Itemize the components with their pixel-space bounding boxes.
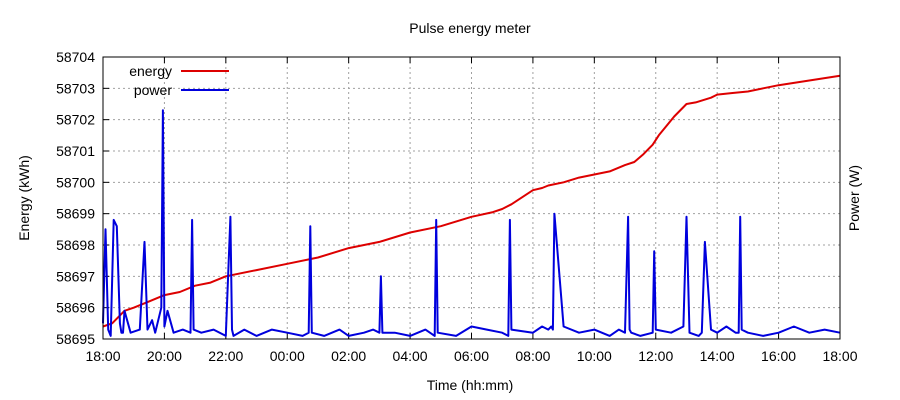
y-tick-label: 58699 xyxy=(56,206,95,222)
x-tick-label: 12:00 xyxy=(638,348,673,364)
x-tick-label: 20:00 xyxy=(147,348,182,364)
x-tick-label: 04:00 xyxy=(393,348,428,364)
x-tick-label: 14:00 xyxy=(700,348,735,364)
x-tick-label: 10:00 xyxy=(577,348,612,364)
x-tick-label: 18:00 xyxy=(822,348,857,364)
x-tick-label: 18:00 xyxy=(85,348,120,364)
series-line-power xyxy=(102,109,841,337)
x-tick-label: 22:00 xyxy=(208,348,243,364)
y-tick-label: 58704 xyxy=(56,49,95,65)
y-tick-label: 58697 xyxy=(56,268,95,284)
legend-label-power: power xyxy=(134,82,172,98)
axis-ticks: 18:00 20:00 22:00 00:00 02:00 04:00 06:00 08:00… xyxy=(56,49,858,364)
legend: energy power xyxy=(129,63,229,98)
legend-label-energy: energy xyxy=(129,63,172,79)
y-tick-label: 58696 xyxy=(56,300,95,316)
x-axis-label: Time (hh:mm) xyxy=(427,377,514,393)
y2-axis-label: Power (W) xyxy=(846,165,862,231)
y-axis-label: Energy (kWh) xyxy=(16,155,32,241)
plot-frame xyxy=(102,56,841,340)
y-tick-label: 58695 xyxy=(56,331,95,347)
series-group xyxy=(102,74,841,337)
y-tick-label: 58702 xyxy=(56,112,95,128)
y-tick-label: 58701 xyxy=(56,143,95,159)
series-line-energy xyxy=(102,74,841,328)
y-tick-label: 58703 xyxy=(56,80,95,96)
x-tick-label: 00:00 xyxy=(270,348,305,364)
x-tick-label: 08:00 xyxy=(515,348,550,364)
chart-title: Pulse energy meter xyxy=(409,20,531,36)
x-tick-label: 02:00 xyxy=(331,348,366,364)
x-tick-label: 06:00 xyxy=(454,348,489,364)
x-tick-label: 16:00 xyxy=(761,348,796,364)
grid xyxy=(103,57,840,339)
y-tick-label: 58698 xyxy=(56,237,95,253)
y-tick-label: 58700 xyxy=(56,174,95,190)
